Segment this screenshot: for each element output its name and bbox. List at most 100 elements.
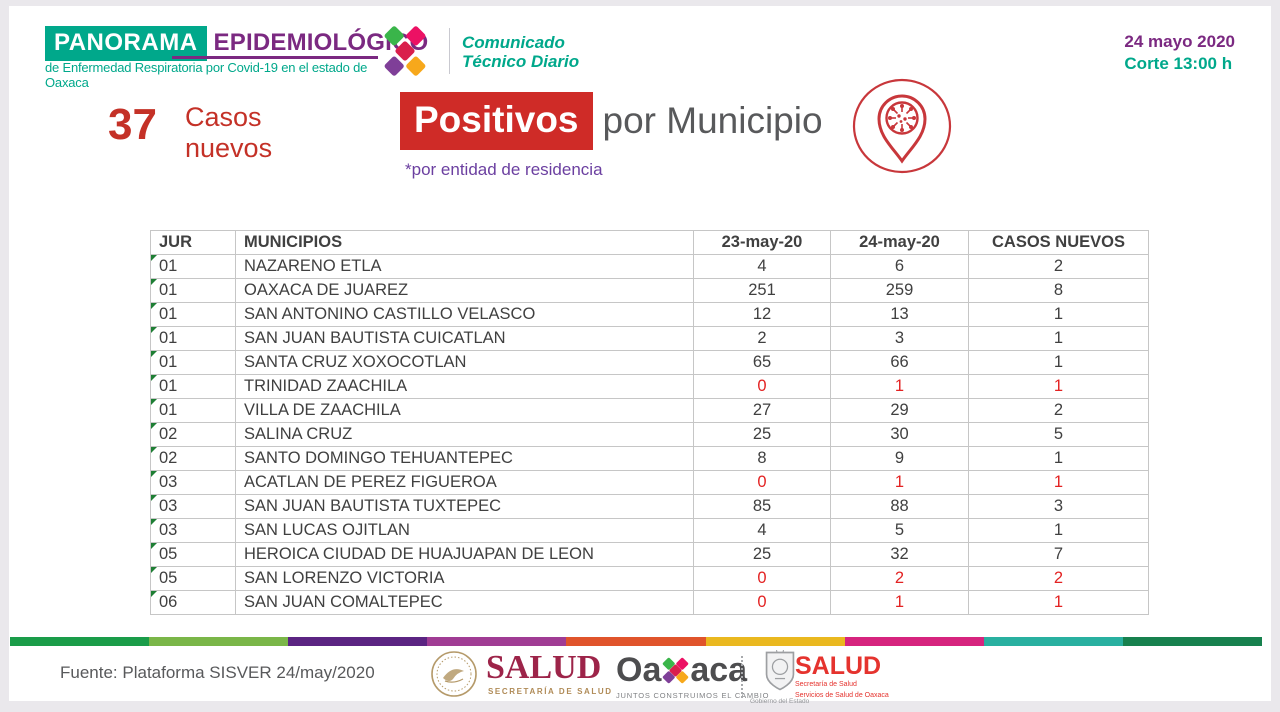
nuevos-cell: 2 [968,398,1149,423]
table-row: 05 HEROICA CIUDAD DE HUAJUAPAN DE LEON 2… [150,542,1149,567]
new-cases-label: Casos nuevos [185,102,273,163]
stripe-segment [149,637,289,646]
excel-flag-icon [151,519,157,525]
d24-cell: 5 [830,518,969,543]
d24-cell: 88 [830,494,969,519]
d23-cell: 8 [693,446,831,471]
report-date: 24 mayo 2020 [1124,32,1235,51]
salud-federal-subtitle: SECRETARÍA DE SALUD [488,687,613,696]
salud-federal-logo: SALUD SECRETARÍA DE SALUD [430,650,613,698]
page-edge-top [0,0,1280,6]
salud-oaxaca-title: SALUD [795,652,882,680]
stripe-segment [566,637,706,646]
stripe-segment [10,637,150,646]
page-edge-right [1271,0,1280,712]
excel-flag-icon [151,279,157,285]
d23-cell: 85 [693,494,831,519]
nuevos-cell: 1 [968,326,1149,351]
nuevos-cell: 1 [968,302,1149,327]
nuevos-cell: 1 [968,590,1149,615]
d23-cell: 12 [693,302,831,327]
d24-cell: 9 [830,446,969,471]
oaxaca-x-icon [663,657,689,683]
d24-cell: 1 [830,470,969,495]
table-row: 02 SALINA CRUZ 25 30 5 [150,422,1149,447]
nuevos-cell: 1 [968,350,1149,375]
d24-cell: 66 [830,350,969,375]
table-header-row: JUR MUNICIPIOS 23-may-20 24-may-20 CASOS… [150,230,1149,255]
virus-pin-icon [852,78,952,174]
excel-flag-icon [151,495,157,501]
d24-cell: 29 [830,398,969,423]
municipio-cell: SANTA CRUZ XOXOCOTLAN [235,350,694,375]
d24-cell: 259 [830,278,969,303]
jur-cell: 03 [150,518,236,543]
new-cases-value: 37 [108,100,157,149]
title-highlight: Positivos [400,92,593,150]
municipio-cell: TRINIDAD ZAACHILA [235,374,694,399]
col-23may: 23-may-20 [693,230,831,255]
d24-cell: 32 [830,542,969,567]
d24-cell: 3 [830,326,969,351]
table-row: 01 SAN JUAN BAUTISTA CUICATLAN 2 3 1 [150,326,1149,351]
stripe-segment [427,637,567,646]
d23-cell: 2 [693,326,831,351]
cutoff-time: Corte 13:00 h [1124,54,1233,73]
municipio-cell: SAN JUAN BAUTISTA CUICATLAN [235,326,694,351]
oaxaca-logo: Oa aca JUNTOS CONSTRUIMOS EL CAMBIO [616,653,769,700]
eagle-crest-icon [431,651,477,697]
municipio-cell: SANTO DOMINGO TEHUANTEPEC [235,446,694,471]
col-jur: JUR [150,230,236,255]
diamond-cluster-icon [384,26,426,76]
nuevos-cell: 8 [968,278,1149,303]
table-row: 01 TRINIDAD ZAACHILA 0 1 1 [150,374,1149,399]
gobierno-logo: Gobierno del Estado [750,646,809,705]
excel-flag-icon [151,375,157,381]
municipio-cell: NAZARENO ETLA [235,254,694,279]
nuevos-cell: 2 [968,254,1149,279]
footer-dotted-divider [741,656,743,698]
municipio-cell: VILLA DE ZAACHILA [235,398,694,423]
jur-cell: 01 [150,374,236,399]
excel-flag-icon [151,303,157,309]
jur-cell: 01 [150,278,236,303]
municipio-cell: SAN JUAN BAUTISTA TUXTEPEC [235,494,694,519]
table-row: 01 OAXACA DE JUAREZ 251 259 8 [150,278,1149,303]
d23-cell: 25 [693,422,831,447]
communique-title: Comunicado Técnico Diario [462,33,579,71]
excel-flag-icon [151,399,157,405]
excel-flag-icon [151,327,157,333]
excel-flag-icon [151,423,157,429]
table-row: 02 SANTO DOMINGO TEHUANTEPEC 8 9 1 [150,446,1149,471]
municipio-cell: SAN JUAN COMALTEPEC [235,590,694,615]
residence-footnote: *por entidad de residencia [405,160,603,179]
jur-cell: 01 [150,350,236,375]
excel-flag-icon [151,567,157,573]
nuevos-cell: 3 [968,494,1149,519]
col-municipios: MUNICIPIOS [235,230,694,255]
state-crest-icon [765,646,794,691]
source-text: Fuente: Plataforma SISVER 24/may/2020 [60,663,375,682]
salud-oaxaca-line2: Servicios de Salud de Oaxaca [795,691,889,699]
d24-cell: 6 [830,254,969,279]
table-row: 01 NAZARENO ETLA 4 6 2 [150,254,1149,279]
table-row: 05 SAN LORENZO VICTORIA 0 2 2 [150,566,1149,591]
jur-cell: 01 [150,302,236,327]
municipio-cell: SAN LORENZO VICTORIA [235,566,694,591]
salud-oaxaca-logo: SALUD Secretaría de Salud Servicios de S… [795,654,889,700]
d24-cell: 30 [830,422,969,447]
salud-federal-title: SALUD [486,649,602,686]
jur-cell: 06 [150,590,236,615]
nuevos-cell: 1 [968,374,1149,399]
d23-cell: 0 [693,374,831,399]
jur-cell: 02 [150,422,236,447]
municipio-cell: OAXACA DE JUAREZ [235,278,694,303]
page-title: Positivos por Municipio [400,92,823,150]
jur-cell: 01 [150,398,236,423]
excel-flag-icon [151,591,157,597]
table-row: 01 SANTA CRUZ XOXOCOTLAN 65 66 1 [150,350,1149,375]
nuevos-cell: 1 [968,446,1149,471]
excel-flag-icon [151,255,157,261]
d23-cell: 0 [693,590,831,615]
date-block: 24 mayo 2020 Corte 13:00 h [1124,32,1235,74]
